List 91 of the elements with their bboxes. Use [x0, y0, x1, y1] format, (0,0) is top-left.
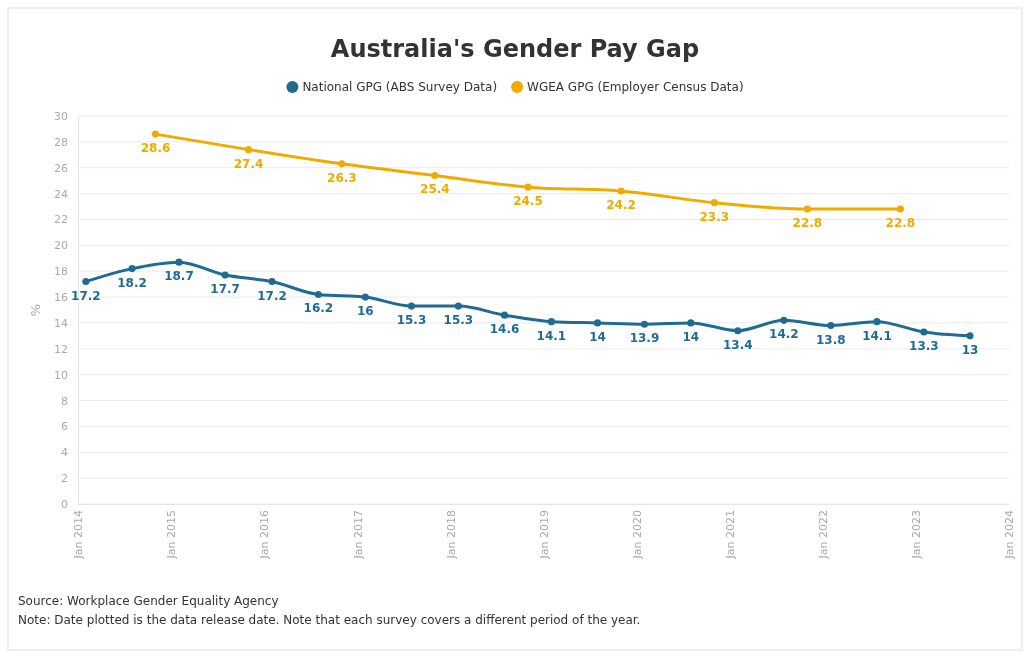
x-tick-label: Jan 2014 — [72, 510, 86, 560]
y-tick-label: 26 — [54, 161, 68, 175]
data-label: 14.1 — [536, 328, 567, 343]
data-label: 16.2 — [303, 301, 334, 316]
point — [175, 258, 183, 266]
point — [780, 316, 788, 324]
y-tick-label: 10 — [54, 368, 68, 382]
point — [640, 320, 649, 328]
data-label: 13.3 — [909, 338, 939, 353]
data-label: 13.4 — [722, 337, 753, 352]
data-label: 18.7 — [164, 269, 194, 284]
point — [454, 302, 462, 310]
text: Note: Date plotted is the data release date. Note that each survey covers a different period of the year. — [18, 613, 641, 627]
y-tick-label: 14 — [54, 316, 68, 330]
data-label: 26.3 — [327, 170, 357, 185]
x-tick-label: Jan 2022 — [817, 510, 831, 560]
point — [221, 271, 229, 279]
point — [966, 332, 974, 340]
chart-title: Australia's Gender Pay Gap — [330, 35, 700, 63]
y-tick-label: 28 — [54, 135, 68, 149]
y-tick-label: 30 — [54, 110, 68, 124]
point — [687, 319, 695, 327]
x-tick-label: Jan 2024 — [1003, 510, 1017, 560]
point — [547, 318, 555, 326]
data-label: 24.5 — [513, 194, 543, 209]
data-label: 18.2 — [117, 275, 147, 290]
y-tick-label: 6 — [61, 420, 68, 434]
data-label: 13.9 — [629, 331, 660, 346]
data-label: 14.1 — [862, 328, 892, 343]
data-label: 17.7 — [210, 282, 240, 297]
data-label: 25.4 — [420, 182, 450, 197]
data-label: 14.6 — [489, 322, 520, 337]
point — [710, 199, 718, 207]
data-label: 23.3 — [699, 209, 730, 224]
data-label: 16 — [356, 304, 374, 319]
data-label: 13.8 — [816, 332, 846, 347]
x-tick-label: Jan 2018 — [444, 510, 458, 560]
point — [734, 327, 742, 335]
y-tick-label: 16 — [54, 291, 68, 305]
data-label: 15.3 — [443, 313, 474, 328]
data-label: 27.4 — [233, 156, 264, 171]
x-tick-label: Jan 2021 — [724, 510, 738, 560]
point — [128, 265, 136, 273]
point — [524, 183, 532, 191]
point — [361, 293, 369, 301]
y-tick-label: 0 — [61, 498, 68, 512]
point — [827, 321, 835, 330]
point — [803, 205, 811, 213]
data-label: 17.2 — [257, 288, 287, 303]
y-tick-label: 24 — [54, 187, 68, 201]
point — [920, 328, 928, 336]
data-label: 15.3 — [396, 313, 427, 328]
legend-label: WGEA GPG (Employer Census Data) — [527, 80, 744, 94]
x-tick-label: Jan 2017 — [351, 510, 365, 560]
x-tick-label: Jan 2015 — [165, 510, 179, 560]
data-label: 24.2 — [606, 198, 636, 213]
point — [244, 146, 253, 154]
data-label: 13 — [961, 342, 979, 357]
point — [338, 160, 346, 168]
y-tick-label: 20 — [54, 239, 68, 253]
y-axis-title: % — [28, 303, 43, 317]
point — [407, 302, 416, 310]
x-tick-label: Jan 2020 — [630, 510, 644, 560]
x-tick-label: Jan 2016 — [258, 510, 272, 560]
point — [593, 319, 602, 327]
data-label: 22.8 — [885, 216, 916, 231]
y-tick-label: 18 — [54, 265, 68, 279]
point — [151, 130, 160, 138]
y-tick-label: 8 — [61, 394, 68, 408]
y-tick-label: 4 — [61, 446, 68, 460]
data-label: 14 — [682, 329, 700, 344]
point — [873, 318, 881, 326]
y-tick-label: 22 — [54, 213, 68, 227]
data-label: 14 — [589, 329, 606, 344]
data-label: 28.6 — [140, 141, 171, 156]
data-label: 14.2 — [769, 327, 799, 342]
x-tick-label: Jan 2019 — [537, 510, 551, 560]
point — [896, 205, 904, 213]
source-note: Source: Workplace Gender Equality Agency — [18, 594, 279, 608]
point — [500, 311, 509, 319]
y-tick-label: 12 — [54, 342, 68, 356]
point — [431, 171, 439, 180]
data-label: 22.8 — [792, 216, 823, 231]
data-label: 17.2 — [71, 288, 101, 303]
point — [268, 277, 276, 286]
point — [314, 290, 322, 299]
y-tick-label: 2 — [61, 472, 68, 486]
point — [617, 187, 625, 195]
x-tick-label: Jan 2023 — [910, 510, 924, 560]
legend-label: National GPG (ABS Survey Data) — [302, 80, 498, 94]
point — [82, 277, 90, 286]
